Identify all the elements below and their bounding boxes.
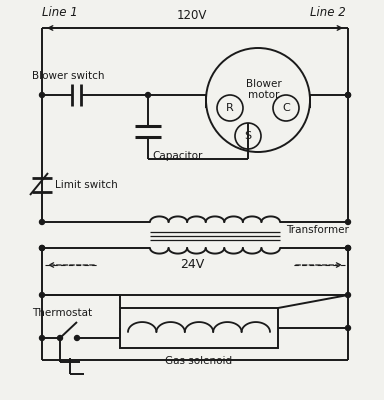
Circle shape <box>346 246 351 250</box>
Circle shape <box>146 92 151 98</box>
Text: Gas solenoid: Gas solenoid <box>166 356 233 366</box>
Circle shape <box>346 292 351 298</box>
Text: S: S <box>245 131 252 141</box>
Circle shape <box>40 92 45 98</box>
Text: Line 2: Line 2 <box>310 6 346 20</box>
Text: motor: motor <box>248 90 280 100</box>
Text: Line 1: Line 1 <box>42 6 78 20</box>
Text: Capacitor: Capacitor <box>152 151 202 161</box>
Circle shape <box>346 92 351 98</box>
Circle shape <box>346 92 351 98</box>
Text: 120V: 120V <box>177 9 207 22</box>
Text: 24V: 24V <box>180 258 204 270</box>
Circle shape <box>346 326 351 330</box>
Circle shape <box>40 292 45 298</box>
Text: Transformer: Transformer <box>286 225 349 235</box>
Circle shape <box>74 336 79 340</box>
Circle shape <box>40 336 45 340</box>
Circle shape <box>58 336 63 340</box>
Text: Limit switch: Limit switch <box>55 180 118 190</box>
Text: R: R <box>226 103 234 113</box>
Text: Blower: Blower <box>246 79 282 89</box>
Text: Blower switch: Blower switch <box>32 71 104 81</box>
Circle shape <box>346 220 351 224</box>
Circle shape <box>40 246 45 250</box>
Circle shape <box>40 220 45 224</box>
Text: Thermostat: Thermostat <box>32 308 92 318</box>
Circle shape <box>40 246 45 250</box>
Text: C: C <box>282 103 290 113</box>
Circle shape <box>346 246 351 250</box>
